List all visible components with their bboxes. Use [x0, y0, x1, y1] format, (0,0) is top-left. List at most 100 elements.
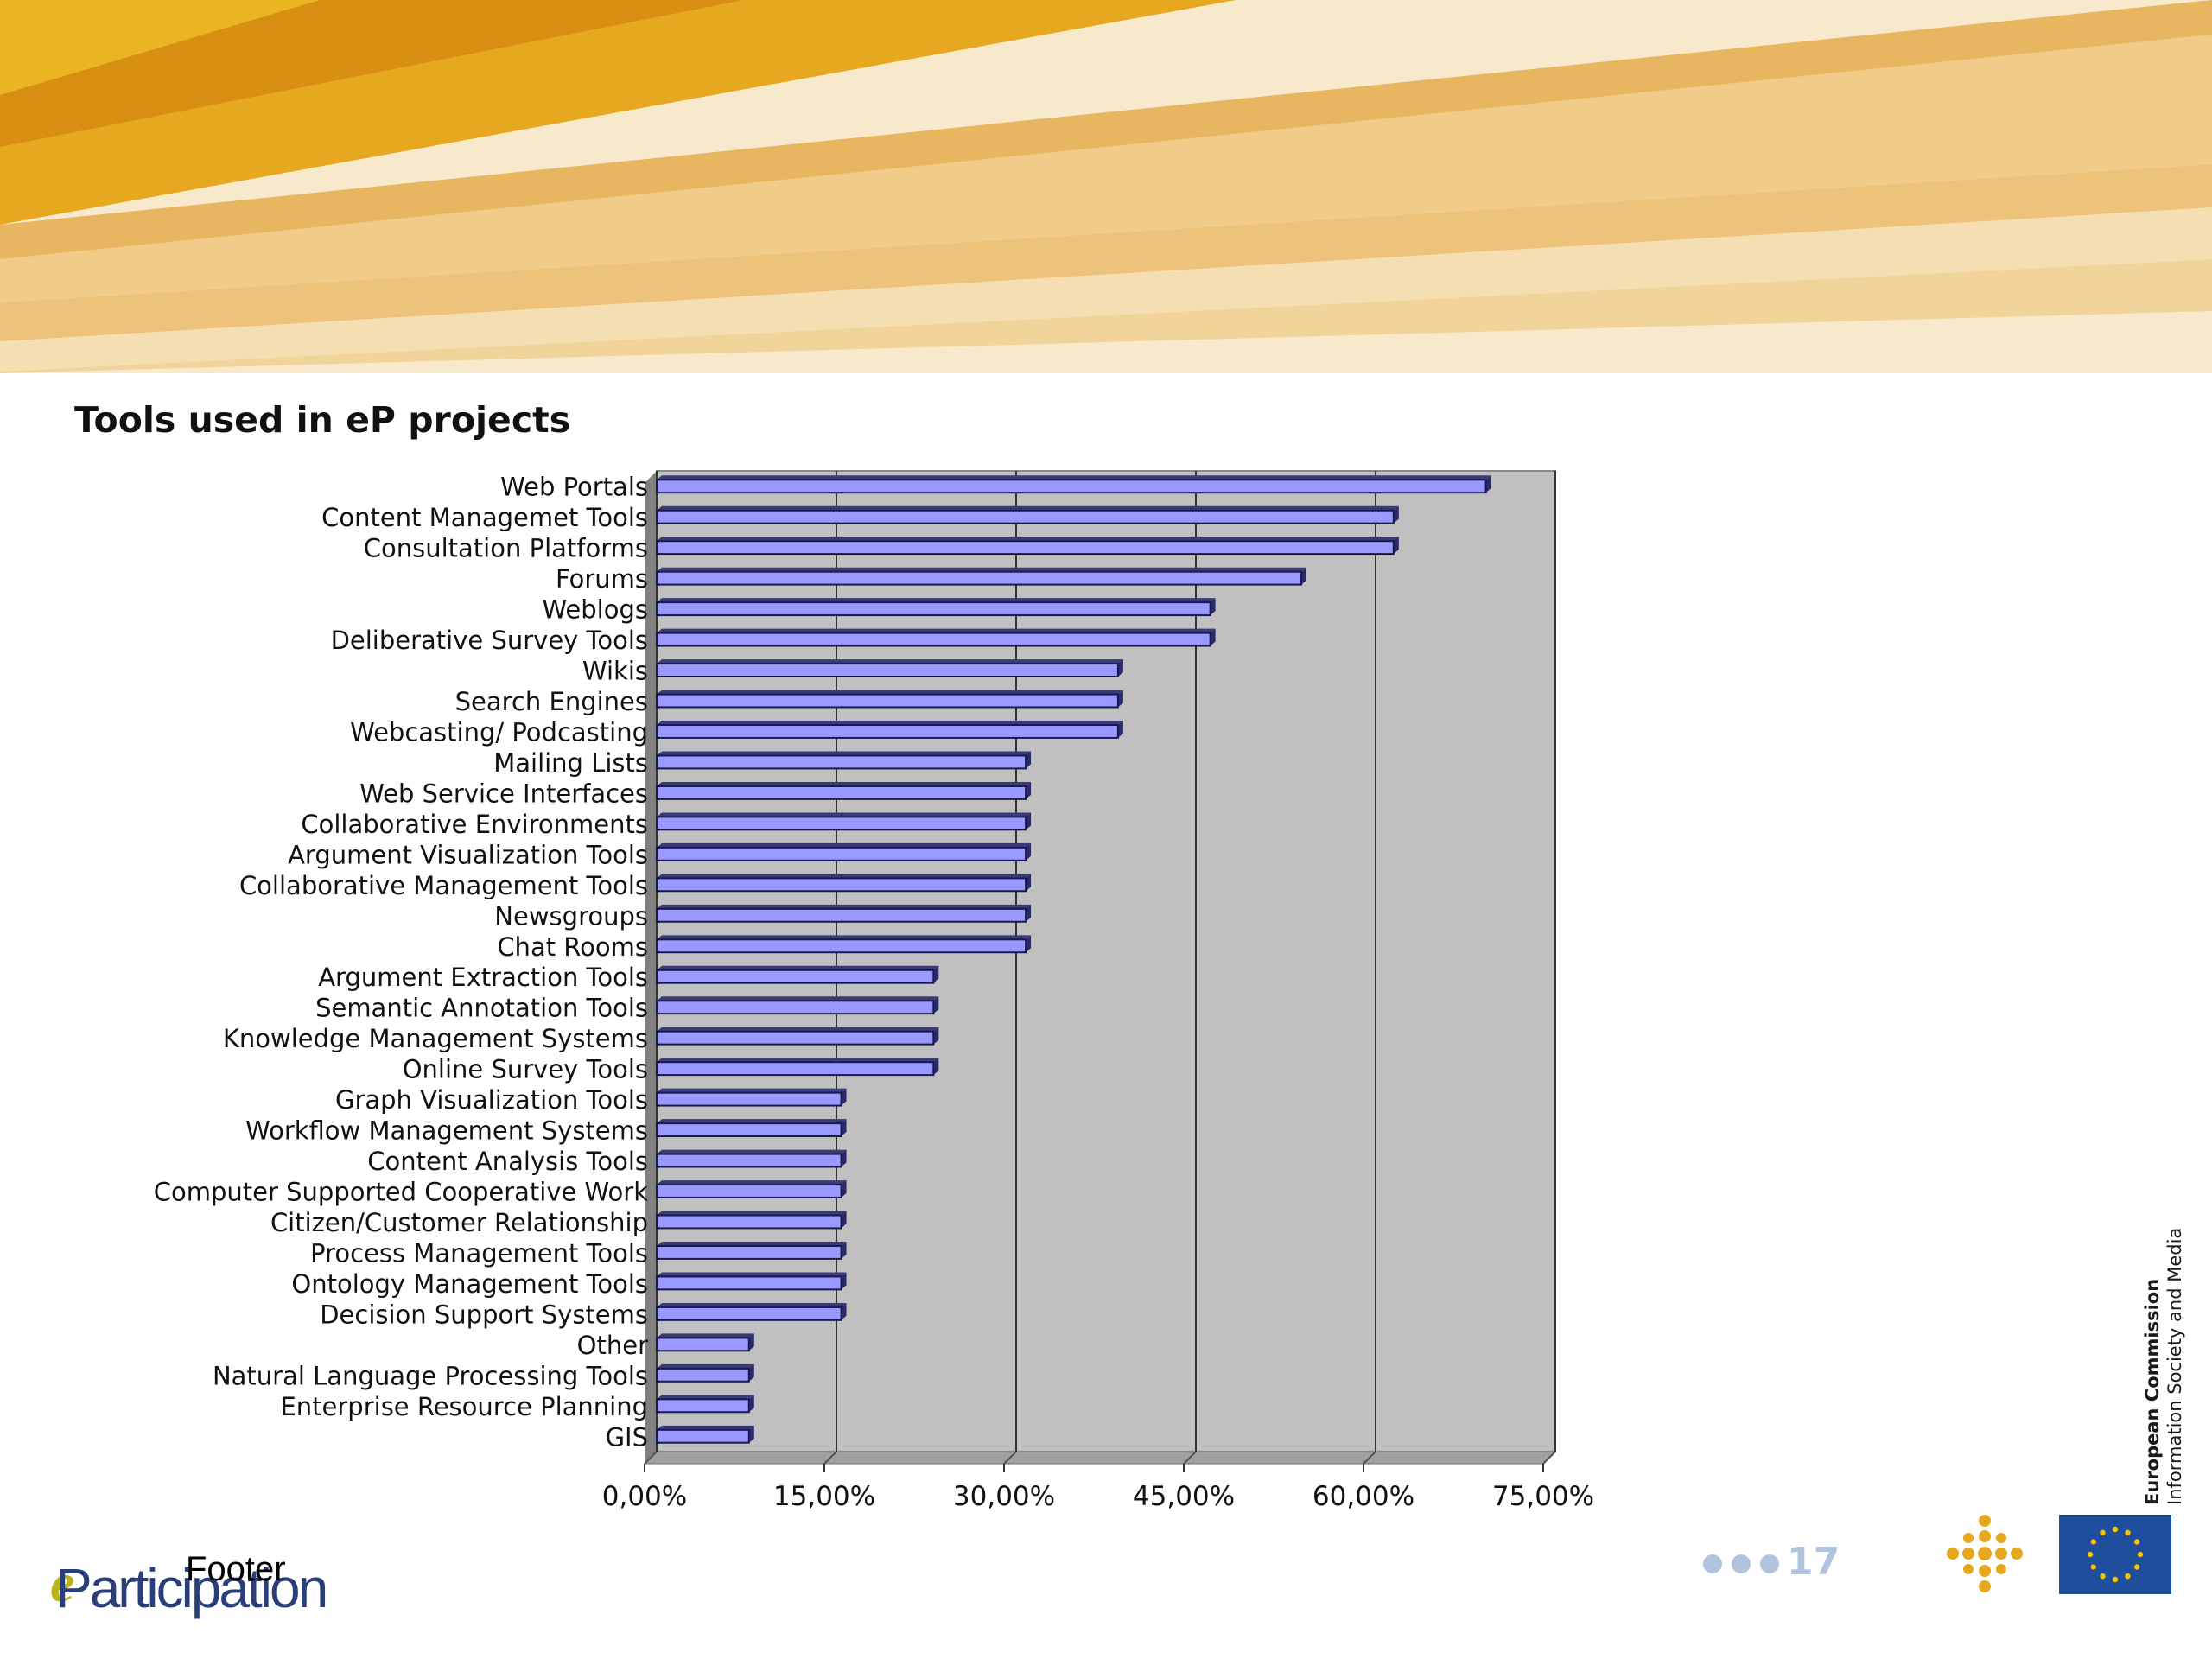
category-label: Content Analysis Tools	[367, 1147, 648, 1176]
bar-face	[656, 969, 935, 984]
bar-side	[841, 1180, 847, 1198]
bar	[656, 812, 1032, 831]
category-label: Web Portals	[500, 473, 648, 502]
org-line-1: European Commission	[2142, 1278, 2163, 1505]
header-banner	[0, 0, 2212, 373]
bar-top	[657, 659, 1123, 664]
bar	[656, 1395, 754, 1414]
bar-side	[1393, 505, 1399, 524]
chart-title: Tools used in eP projects	[74, 399, 571, 441]
bar-side	[841, 1119, 847, 1137]
bar	[656, 1211, 847, 1230]
bar-face	[656, 509, 1395, 524]
bar-top	[657, 537, 1399, 542]
star	[2100, 1573, 2106, 1580]
bar	[656, 935, 1032, 954]
x-tick-label: 15,00%	[773, 1481, 875, 1512]
gridline-floor	[1003, 1451, 1017, 1465]
bar	[656, 751, 1032, 770]
bar-face	[656, 1367, 750, 1382]
bar-top	[657, 1272, 847, 1277]
bar-face	[656, 1428, 750, 1444]
bar	[656, 996, 939, 1015]
bar	[656, 1425, 754, 1444]
category-label: Citizen/Customer Relationship	[270, 1208, 648, 1237]
bar-side	[933, 965, 939, 983]
bar-side	[1485, 475, 1491, 493]
bar-top	[657, 1119, 847, 1124]
category-label: Collaborative Management Tools	[239, 871, 648, 900]
bar	[656, 475, 1491, 494]
bar	[656, 721, 1123, 739]
bar-top	[657, 690, 1123, 695]
bar-side	[1210, 628, 1216, 646]
bar-top	[657, 1149, 847, 1154]
bar	[656, 690, 1123, 709]
star	[2133, 1539, 2140, 1545]
bar-top	[657, 842, 1032, 848]
gridline-floor	[1363, 1451, 1376, 1465]
category-label: Decision Support Systems	[320, 1300, 648, 1329]
bar-side	[1117, 721, 1123, 738]
star	[2125, 1529, 2131, 1536]
bar	[656, 1242, 847, 1260]
bar-face	[656, 1030, 935, 1046]
category-label: Forums	[556, 564, 648, 594]
bar-top	[657, 1211, 847, 1216]
bar-face	[656, 1153, 842, 1168]
bar-side	[748, 1425, 754, 1443]
bar	[656, 1302, 847, 1321]
bar-face	[656, 1337, 750, 1352]
bar-top	[657, 1333, 754, 1338]
category-label: Process Management Tools	[310, 1238, 648, 1268]
category-label: Natural Language Processing Tools	[213, 1361, 648, 1390]
category-label: Workflow Management Systems	[245, 1116, 648, 1146]
category-label: Knowledge Management Systems	[223, 1024, 648, 1053]
eparticipation-logo: Participation	[55, 1557, 328, 1619]
bar-side	[748, 1363, 754, 1382]
bar-side	[933, 1058, 939, 1076]
bar	[656, 598, 1216, 617]
bar-top	[657, 1058, 939, 1063]
star	[2087, 1551, 2094, 1558]
bar-side	[748, 1395, 754, 1413]
star	[2137, 1551, 2144, 1558]
category-label: Graph Visualization Tools	[335, 1085, 648, 1115]
bar	[656, 628, 1216, 647]
bar-face	[656, 754, 1027, 770]
bar-top	[657, 1027, 939, 1032]
bar-face	[656, 1184, 842, 1198]
bar-face	[656, 570, 1303, 586]
bar	[656, 842, 1032, 861]
eparticipation-logo-mark: e	[50, 1552, 75, 1613]
x-tick-label: 60,00%	[1313, 1481, 1414, 1512]
bar-top	[657, 1425, 754, 1430]
bar-top	[657, 721, 1123, 726]
star	[2125, 1573, 2131, 1580]
bar-top	[657, 567, 1307, 572]
bar-face	[656, 479, 1487, 494]
star	[2090, 1539, 2097, 1545]
bar-top	[657, 628, 1216, 633]
bar	[656, 1058, 939, 1077]
category-label: Online Survey Tools	[403, 1055, 648, 1084]
bar-top	[657, 1088, 847, 1093]
bar	[656, 1363, 754, 1382]
bar-top	[657, 1363, 754, 1369]
bar-top	[657, 598, 1216, 603]
bar-face	[656, 1306, 842, 1321]
x-tick-label: 30,00%	[953, 1481, 1055, 1512]
bar-top	[657, 1395, 754, 1400]
category-label: Ontology Management Tools	[291, 1269, 648, 1299]
bar-face	[656, 1214, 842, 1230]
bar	[656, 567, 1307, 586]
bar-side	[1026, 874, 1032, 892]
bar-face	[656, 907, 1027, 923]
bar-side	[1026, 751, 1032, 769]
bar	[656, 1149, 847, 1168]
page-number: 17	[1787, 1540, 1840, 1584]
bar-face	[656, 1000, 935, 1015]
bar-face	[656, 693, 1119, 709]
category-label: Newsgroups	[494, 901, 648, 931]
